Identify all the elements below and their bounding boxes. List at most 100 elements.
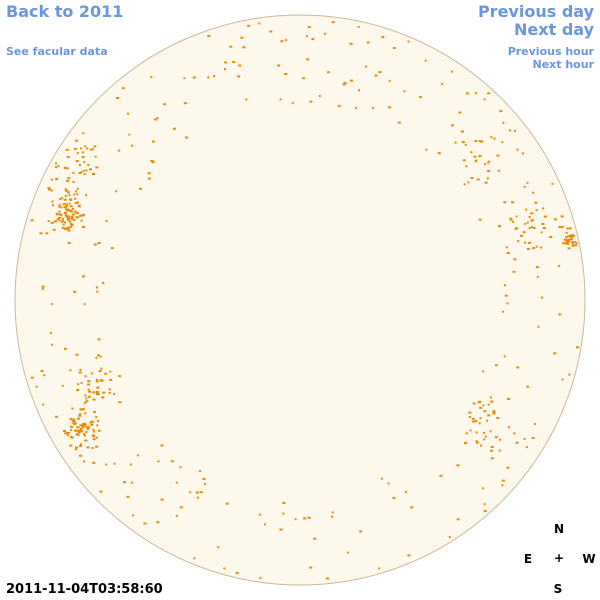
facula-dot [515, 215, 518, 218]
facula-dot [97, 242, 101, 244]
facula-dot [79, 443, 82, 446]
facula-dot [224, 68, 226, 71]
facula-dot [75, 139, 79, 142]
next-day-link[interactable]: Next day [514, 20, 594, 39]
facula-dot [403, 90, 406, 93]
facula-dot [534, 201, 538, 204]
facula-dot [475, 440, 478, 443]
facula-dot [72, 418, 75, 421]
facula-dot [66, 431, 70, 434]
facula-dot [70, 210, 73, 213]
facula-dot [358, 89, 360, 92]
facula-dot [65, 215, 68, 217]
facula-dot [63, 206, 67, 209]
facula-dot [493, 410, 496, 413]
facula-dot [471, 417, 475, 420]
facula-dot [156, 117, 159, 119]
facula-dot [95, 391, 99, 393]
facula-dot [79, 454, 82, 457]
facula-dot [532, 226, 536, 229]
facula-dot [69, 198, 72, 201]
facula-dot [77, 430, 80, 432]
facula-dot [66, 215, 70, 218]
facula-dot [118, 401, 122, 404]
previous-day-link[interactable]: Previous day [477, 2, 594, 21]
facula-dot [61, 217, 64, 220]
facula-dot [65, 227, 68, 229]
facula-dot [509, 217, 512, 220]
facula-dot [258, 22, 261, 25]
facula-dot [97, 429, 101, 432]
facula-dot [55, 415, 58, 418]
facula-dot [527, 241, 531, 244]
facula-dot [482, 431, 485, 434]
facular-link[interactable]: See facular data [6, 45, 108, 58]
facula-dot [94, 155, 97, 158]
facula-dot [96, 386, 100, 389]
facula-dot [80, 430, 84, 433]
facula-dot [76, 389, 80, 391]
facula-dot [424, 59, 427, 62]
facula-dot [67, 241, 71, 244]
facula-dot [58, 216, 61, 219]
facula-dot [61, 220, 63, 223]
facula-dot [528, 216, 531, 218]
facula-dot [80, 219, 83, 222]
facula-dot [204, 483, 206, 486]
facula-dot [81, 214, 84, 217]
facula-dot [473, 155, 477, 158]
facula-dot [331, 21, 335, 24]
facula-dot [68, 194, 71, 197]
facula-dot [76, 216, 80, 219]
facula-dot [207, 76, 210, 79]
facula-dot [93, 430, 96, 433]
facula-dot [513, 432, 516, 435]
facula-dot [92, 438, 96, 441]
facula-dot [465, 432, 468, 435]
facula-dot [154, 118, 157, 121]
facula-dot [183, 77, 186, 80]
facula-dot [450, 70, 453, 73]
facula-dot [475, 431, 478, 434]
next-hour-link[interactable]: Next hour [532, 58, 595, 71]
facula-dot [55, 178, 59, 180]
facula-dot [372, 107, 375, 110]
facula-dot [115, 190, 118, 193]
facula-dot [81, 275, 85, 278]
facula-dot [95, 166, 99, 169]
facula-dot [60, 206, 63, 209]
facula-dot [503, 284, 506, 287]
facula-dot [331, 515, 333, 518]
facula-dot [118, 375, 122, 378]
facula-dot [560, 225, 564, 228]
facula-dot [541, 296, 544, 299]
facula-dot [99, 490, 103, 493]
facula-dot [47, 220, 50, 222]
facula-dot [67, 229, 71, 232]
facula-dot [502, 121, 505, 124]
facula-dot [486, 419, 488, 422]
facula-dot [365, 65, 367, 68]
facula-dot [30, 219, 34, 222]
facula-dot [78, 429, 82, 432]
facula-dot [524, 222, 527, 225]
facula-dot [89, 421, 93, 424]
facula-dot [388, 79, 391, 82]
facula-dot [456, 464, 460, 467]
facula-dot [62, 219, 65, 222]
facula-dot [486, 177, 489, 180]
facula-dot [282, 512, 285, 515]
facula-dot [494, 364, 498, 367]
facula-dot [240, 36, 244, 39]
facula-dot [137, 454, 139, 457]
facula-dot [95, 378, 98, 381]
previous-hour-link[interactable]: Previous hour [507, 45, 594, 58]
facula-dot [99, 355, 102, 358]
facula-dot [123, 481, 126, 484]
facula-dot [73, 193, 76, 196]
back-link[interactable]: Back to 2011 [6, 2, 124, 21]
facula-dot [561, 378, 564, 381]
facula-dot [516, 366, 520, 369]
facula-dot [72, 207, 74, 210]
facula-dot [307, 26, 311, 28]
